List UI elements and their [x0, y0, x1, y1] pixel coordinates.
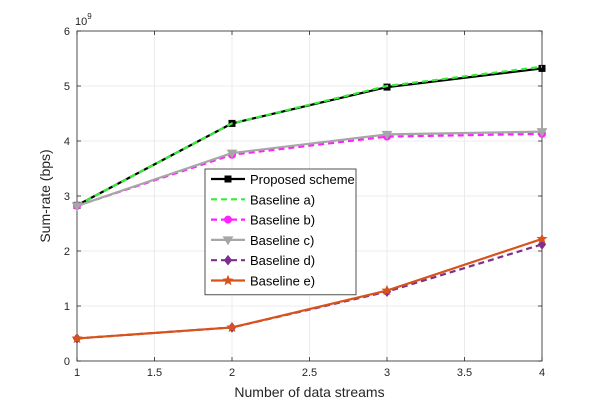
data-point-4-1 [71, 202, 83, 212]
x-tick-label: 2.5 [302, 367, 317, 379]
x-tick-label: 3 [384, 367, 390, 379]
legend-label: Baseline a) [250, 192, 315, 207]
series-lines [71, 64, 548, 344]
y-tick-label: 1 [64, 301, 70, 313]
y-exponent-base: 10 [75, 16, 87, 28]
data-point-legend-1 [224, 175, 232, 183]
data-point-4-4 [536, 128, 548, 138]
y-axis-label: Sum-rate (bps) [37, 149, 53, 242]
legend-label: Baseline e) [250, 274, 315, 289]
legend-entry-3: Baseline b) [211, 213, 315, 228]
x-tick-label: 2 [229, 367, 235, 379]
data-point-4-2 [226, 149, 238, 159]
legend-entry-5: Baseline d) [211, 253, 315, 268]
legend-label: Proposed scheme [250, 172, 355, 187]
x-axis-label: Number of data streams [234, 384, 384, 400]
legend-label: Baseline d) [250, 253, 315, 268]
data-point-legend-3 [224, 215, 232, 224]
x-tick-label: 3.5 [457, 367, 472, 379]
legend-box [204, 168, 357, 296]
y-exponent-power: 9 [87, 12, 92, 21]
series-line-6 [76, 237, 543, 340]
x-tick-label: 4 [539, 367, 545, 379]
series-line-4 [76, 130, 543, 207]
x-tick-label: 1 [74, 367, 80, 379]
y-tick-label: 3 [64, 191, 70, 203]
legend-entry-6: Baseline e) [211, 274, 315, 289]
y-tick-label: 6 [64, 26, 70, 38]
series-4 [71, 128, 548, 212]
y-tick-label: 4 [64, 136, 70, 148]
data-point-legend-5 [223, 254, 233, 266]
data-point-legend-6 [222, 274, 234, 286]
data-point-1-4 [538, 64, 546, 72]
y-tick-label: 5 [64, 81, 70, 93]
legend-label: Baseline c) [250, 233, 314, 248]
series-6 [71, 233, 548, 344]
data-point-6-3 [381, 284, 393, 296]
legend-entry-1: Proposed scheme [211, 172, 355, 187]
x-tick-label: 1.5 [147, 367, 162, 379]
legend-entry-2: Baseline a) [211, 192, 315, 207]
series-2 [76, 65, 543, 207]
y-tick-label: 0 [64, 356, 70, 368]
y-exponent-label: 109 [75, 12, 92, 28]
data-point-6-2 [226, 321, 238, 333]
legend: Proposed scheme Baseline a) Baseline b) Bas… [204, 168, 357, 296]
y-tick-label: 2 [64, 246, 70, 258]
data-point-4-3 [381, 130, 393, 140]
series-line-2 [76, 65, 543, 207]
data-point-6-1 [71, 332, 83, 344]
data-point-legend-4 [222, 236, 234, 246]
legend-label: Baseline b) [250, 213, 315, 228]
data-point-6-4 [536, 233, 548, 244]
legend-entry-4: Baseline c) [211, 233, 314, 248]
